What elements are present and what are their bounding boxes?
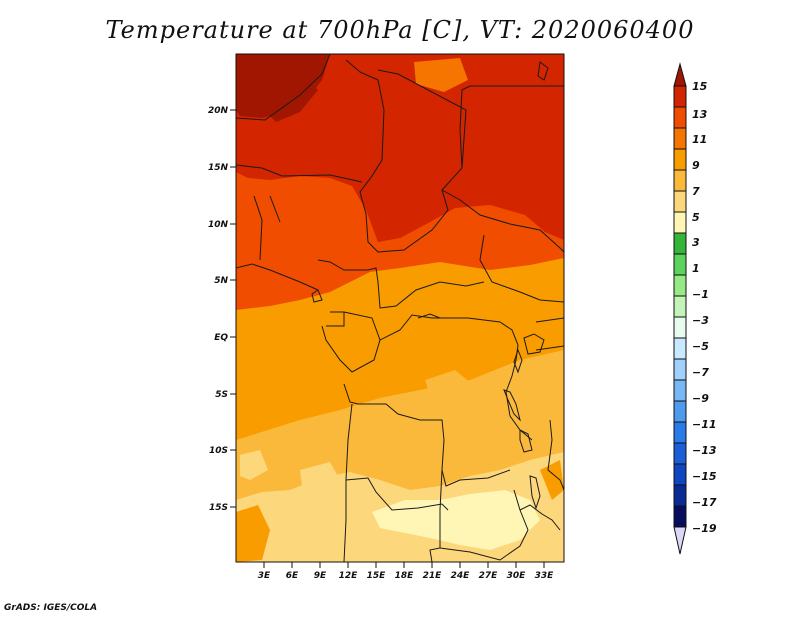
lat-label: 20N	[208, 106, 229, 116]
colorbar-segment	[673, 148, 687, 171]
lon-label: 18E	[395, 571, 415, 581]
colorbar-segment	[673, 379, 687, 402]
colorbar-segment	[673, 274, 687, 297]
colorbar: 15 13 11 9 7 5 3 1 −1 −3 −5 −7 −9 −11 −1…	[673, 62, 717, 555]
colorbar-bottom-arrow	[673, 526, 687, 555]
colorbar-label: −11	[692, 418, 717, 431]
colorbar-segment	[673, 337, 687, 360]
grads-credit: GrADS: IGES/COLA	[4, 603, 98, 613]
colorbar-segment	[673, 211, 687, 234]
colorbar-segment	[673, 463, 687, 486]
colorbar-label: 13	[692, 108, 708, 121]
temperature-field	[236, 54, 564, 562]
colorbar-segment	[673, 295, 687, 318]
colorbar-label: 5	[692, 211, 700, 224]
lat-label: 15S	[209, 503, 228, 513]
colorbar-label: −1	[692, 288, 709, 301]
colorbar-segment	[673, 358, 687, 381]
latitude-axis: 20N 15N 10N 5N EQ 5S 10S 15S	[208, 106, 236, 513]
lon-label: 9E	[314, 571, 327, 581]
chart-title: Temperature at 700hPa [C], VT: 202006040…	[105, 16, 695, 44]
colorbar-label: −17	[692, 496, 717, 509]
colorbar-label: −9	[692, 392, 709, 405]
colorbar-label: −5	[692, 340, 709, 353]
colorbar-segment	[673, 169, 687, 192]
lon-label: 6E	[286, 571, 299, 581]
colorbar-label: −13	[692, 444, 717, 457]
lon-label: 30E	[507, 571, 527, 581]
colorbar-segment	[673, 400, 687, 423]
lat-label: EQ	[214, 333, 228, 343]
lon-label: 3E	[258, 571, 271, 581]
colorbar-segment	[673, 127, 687, 150]
lat-label: 10N	[208, 220, 229, 230]
longitude-axis: 3E 6E 9E 12E 15E 18E 21E 24E 27E 30E 33E	[258, 562, 554, 581]
lat-label: 5S	[215, 390, 228, 400]
lon-label: 27E	[479, 571, 499, 581]
colorbar-label: 15	[692, 80, 708, 93]
colorbar-label: 11	[692, 133, 707, 146]
colorbar-segment	[673, 253, 687, 276]
colorbar-segment	[673, 421, 687, 444]
colorbar-label: −3	[692, 314, 709, 327]
colorbar-label: −19	[692, 522, 717, 535]
lon-label: 24E	[451, 571, 471, 581]
colorbar-segment	[673, 442, 687, 465]
colorbar-segment	[673, 316, 687, 339]
lat-label: 15N	[208, 163, 229, 173]
colorbar-label: 1	[692, 262, 700, 275]
colorbar-label: 7	[692, 185, 700, 198]
colorbar-segment	[673, 232, 687, 255]
lon-label: 33E	[535, 571, 555, 581]
colorbar-label: 3	[692, 236, 700, 249]
colorbar-label: −7	[692, 366, 709, 379]
lon-label: 15E	[367, 571, 387, 581]
lon-label: 12E	[339, 571, 359, 581]
colorbar-top-arrow	[673, 62, 687, 87]
lon-label: 21E	[423, 571, 443, 581]
colorbar-segment	[673, 505, 687, 528]
colorbar-segment	[673, 190, 687, 213]
lat-label: 10S	[209, 446, 228, 456]
lat-label: 5N	[214, 276, 228, 286]
country-borders	[236, 54, 564, 562]
colorbar-label: 9	[692, 159, 700, 172]
colorbar-segment	[673, 106, 687, 129]
colorbar-label: −15	[692, 470, 717, 483]
map-frame	[235, 53, 565, 563]
colorbar-segment	[673, 484, 687, 507]
colorbar-segment	[673, 85, 687, 108]
